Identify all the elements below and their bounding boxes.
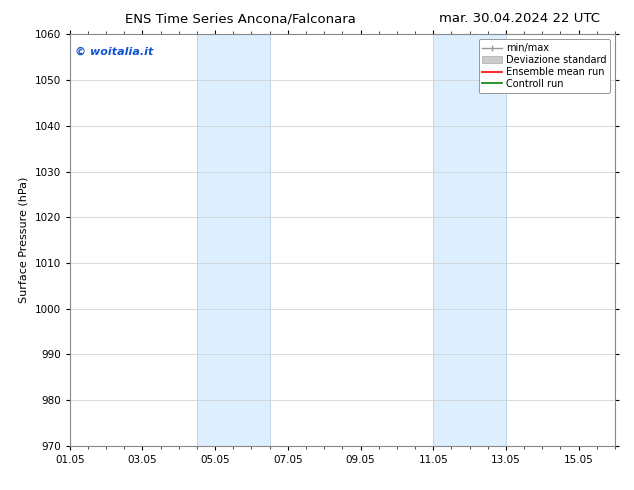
Legend: min/max, Deviazione standard, Ensemble mean run, Controll run: min/max, Deviazione standard, Ensemble m…	[479, 39, 610, 93]
Text: ENS Time Series Ancona/Falconara: ENS Time Series Ancona/Falconara	[126, 12, 356, 25]
Bar	[197, 34, 269, 446]
Text: © woitalia.it: © woitalia.it	[75, 47, 153, 57]
Bar	[433, 34, 506, 446]
Text: mar. 30.04.2024 22 UTC: mar. 30.04.2024 22 UTC	[439, 12, 600, 25]
Y-axis label: Surface Pressure (hPa): Surface Pressure (hPa)	[19, 177, 29, 303]
